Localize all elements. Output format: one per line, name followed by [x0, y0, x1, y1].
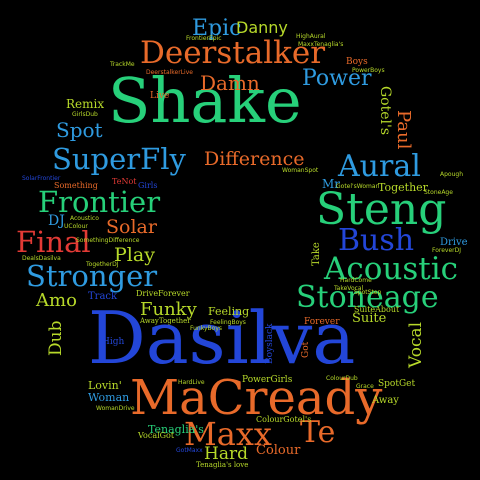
word-frontierepic: FrontierEpic: [186, 35, 222, 42]
word-something: Something: [54, 181, 98, 190]
word-funkyboys: FunkyBoys: [190, 325, 223, 332]
word-shake: Shake: [108, 64, 302, 137]
word-somethingdifference: SomethingDifference: [76, 237, 140, 244]
word-lovin: Lovin': [88, 379, 122, 392]
word-dj: DJ: [48, 213, 65, 229]
word-got: Got: [301, 341, 311, 358]
word-together: Together: [378, 181, 428, 194]
word-drive: Drive: [440, 237, 468, 248]
word-vocalgot: VocalGot: [138, 431, 175, 440]
word-damn: Damn: [200, 71, 260, 95]
word-womanspot: WomanSpot: [282, 167, 319, 174]
word-dub: Dub: [46, 320, 66, 356]
word-takeyvocal: TakeVocal: [334, 285, 364, 292]
word-stoneage: Stoneage: [296, 280, 439, 315]
word-acoustico: Acoustico: [70, 215, 99, 222]
word-danny: Danny: [236, 18, 288, 37]
word-spotstep: SpotStep: [354, 289, 382, 296]
word-deerstalker: Deerstalker: [140, 35, 326, 71]
word-womandrive: WomanDrive: [96, 405, 135, 412]
word-live: Live: [150, 91, 170, 101]
word-tenaglias: Tenaglia's: [148, 423, 204, 436]
word-remix: Remix: [66, 97, 105, 111]
word-tenaglias-slove: Tenaglia's love: [196, 461, 249, 469]
word-highaural: HighAural: [296, 33, 326, 40]
word-funky: Funky: [140, 299, 197, 320]
word-gotelswoman: Gotel'sWoman: [336, 183, 380, 190]
word-spot: Spot: [56, 118, 103, 142]
word-boys: Boys: [346, 57, 368, 67]
word-togetherdj: TogetherDJ: [86, 261, 119, 268]
word-te: Te: [300, 415, 336, 450]
word-stoneage-small: StoneAge: [424, 189, 453, 196]
word-ucolour: UColour: [64, 223, 88, 230]
word-grace: Grace: [356, 383, 374, 390]
word-girls: Girls: [138, 181, 158, 190]
word-track: Track: [88, 291, 118, 302]
word-take: Take: [311, 242, 322, 266]
word-bush: Bush: [338, 223, 415, 258]
word-hard: Hard: [204, 444, 248, 464]
word-maxxtenaglias: MaxxTenaglia's: [298, 41, 344, 48]
word-deerstalker-live: DeerstalkerLive: [146, 69, 193, 76]
word-boyslack: Boyslack: [265, 323, 275, 364]
word-powergirls: PowerGirls: [242, 375, 293, 385]
word-woman: Woman: [88, 391, 130, 404]
word-final: Final: [16, 225, 91, 259]
word-gotels: Gotel's: [377, 86, 393, 136]
word-solar: Solar: [106, 216, 157, 238]
word-girlsdub: GirlsDub: [72, 111, 98, 118]
word-apough: Apough: [440, 171, 463, 178]
word-mr: Mr: [322, 177, 341, 191]
word-power-boys: PowerBoys: [352, 67, 385, 74]
word-hardlive: HardLive: [178, 379, 205, 386]
word-paul: Paul: [393, 110, 414, 150]
word-epic: Epic: [192, 16, 242, 41]
word-steng: Steng: [316, 184, 447, 235]
word-gotmaxx: GotMaxx: [176, 447, 203, 454]
word-trackme: TrackMe: [110, 61, 135, 68]
word-foreverdj: ForeverDJ: [432, 247, 462, 254]
word-aural: Aural: [338, 149, 421, 184]
word-dealsdasilva: DealsDasilva: [22, 255, 61, 262]
word-vocal: Vocal: [406, 321, 426, 368]
word-suite: Suite: [352, 311, 387, 326]
word-power: Power: [302, 66, 372, 91]
word-driveforever: DriveForever: [136, 289, 190, 298]
word-dasilva: Dasilva: [88, 296, 356, 380]
word-hardcome: HardCome: [340, 277, 372, 284]
word-spotget: SpotGet: [378, 379, 416, 389]
word-away: Away: [372, 395, 399, 406]
word-high: High: [102, 337, 125, 347]
word-macready: MaCready: [130, 370, 383, 426]
word-difference: Difference: [204, 148, 305, 170]
word-frontier: Frontier: [38, 185, 161, 219]
word-awaytogether: AwayTogether: [140, 317, 191, 325]
word-stronger: Stronger: [26, 259, 158, 293]
word-acoustic: Acoustic: [324, 251, 459, 287]
word-feeling: Feeling: [208, 305, 250, 318]
word-suiteabout: SuiteAbout: [354, 305, 400, 314]
word-colour: Colour: [256, 443, 301, 458]
word-solarfrontier: SolarFrontier: [22, 175, 61, 182]
word-forever: Forever: [304, 317, 340, 327]
word-colourdub: ColourDub: [326, 375, 358, 382]
word-maxx: Maxx: [184, 415, 272, 453]
word-superfly: SuperFly: [52, 142, 186, 176]
word-amo: Amo: [36, 290, 77, 311]
word-colourgotels: ColourGotel's: [256, 415, 312, 424]
word-tenot: TeNot: [112, 177, 137, 186]
word-play: Play: [114, 244, 155, 266]
word-feelingboys: FeelingBoys: [210, 319, 246, 326]
